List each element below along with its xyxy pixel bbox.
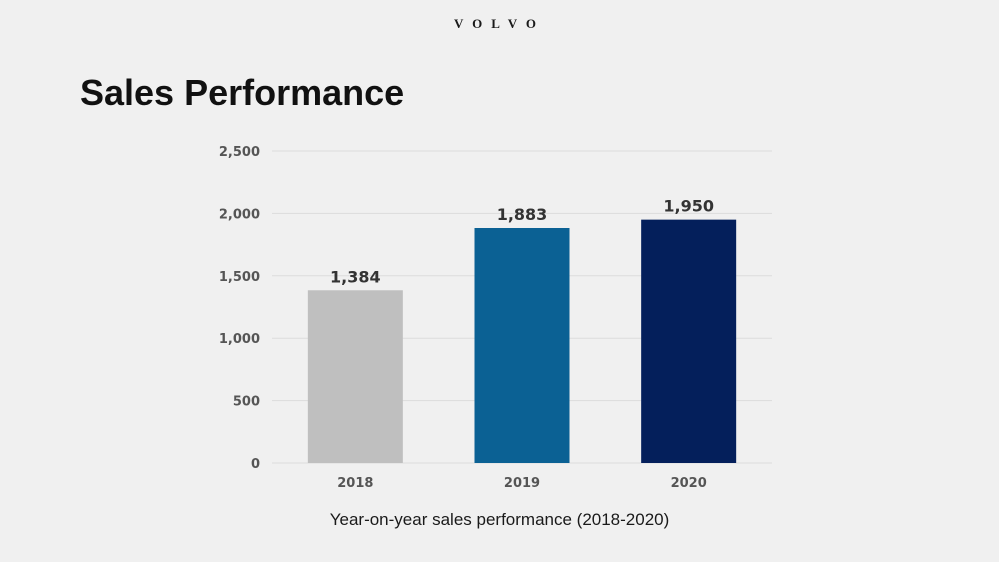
y-tick-label: 0 bbox=[251, 457, 260, 472]
data-label: 1,883 bbox=[497, 205, 548, 224]
bar-2019 bbox=[474, 228, 570, 463]
x-tick-label: 2020 bbox=[671, 476, 707, 491]
bar-2018 bbox=[307, 290, 403, 463]
y-tick-label: 1,500 bbox=[219, 270, 260, 285]
y-tick-label: 500 bbox=[233, 395, 260, 410]
data-label: 1,384 bbox=[330, 267, 381, 286]
x-tick-label: 2019 bbox=[504, 476, 540, 491]
brand-logo: VOLVO bbox=[454, 16, 545, 31]
data-label: 1,950 bbox=[663, 197, 714, 216]
chart-caption: Year-on-year sales performance (2018-202… bbox=[329, 510, 670, 529]
page-title: Sales Performance bbox=[80, 72, 405, 113]
y-tick-label: 2,500 bbox=[219, 145, 260, 160]
y-tick-label: 1,000 bbox=[219, 332, 260, 347]
x-tick-label: 2018 bbox=[337, 476, 373, 491]
y-tick-label: 2,000 bbox=[219, 207, 260, 222]
bar-2020 bbox=[641, 219, 737, 463]
